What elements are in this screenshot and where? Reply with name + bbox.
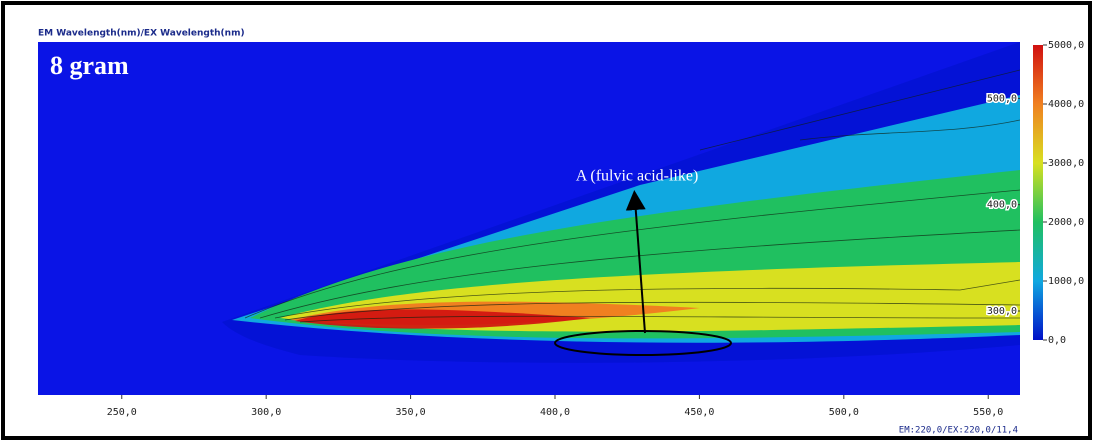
colorbar-tick-label: 5000,0	[1048, 40, 1084, 51]
axis-label: EM Wavelength(nm)/EX Wavelength(nm)	[38, 29, 245, 39]
colorbar-tick-label: 1000,0	[1048, 276, 1084, 287]
y-tick-label: 400,0	[987, 200, 1017, 211]
x-tick-label: 550,0	[973, 407, 1003, 418]
x-tick-label: 350,0	[396, 407, 426, 418]
x-tick-label: 250,0	[107, 407, 137, 418]
x-tick-label: 500,0	[829, 407, 859, 418]
x-tick-label: 300,0	[251, 407, 281, 418]
colorbar-tick-label: 4000,0	[1048, 99, 1084, 110]
x-tick-label: 400,0	[540, 407, 570, 418]
arrow	[625, 190, 646, 334]
y-tick-label: 500,0	[987, 93, 1017, 104]
x-tick-label: 450,0	[684, 407, 714, 418]
contour-field	[222, 42, 1020, 363]
colorbar-tick-label: 3000,0	[1048, 158, 1084, 169]
colorbar-tick-label: 2000,0	[1048, 217, 1084, 228]
region-ellipse	[554, 330, 732, 356]
colorbar-tick-label: 0,0	[1048, 335, 1066, 346]
contour-lines	[244, 69, 1020, 323]
contour-region	[295, 309, 590, 329]
chart-title: 8 gram	[50, 51, 129, 80]
status-text: EM:220,0/EX:220,0/11,4	[899, 426, 1018, 436]
annotation: A (fulvic acid-like)	[576, 168, 699, 185]
colorbar	[1033, 45, 1043, 340]
y-tick-label: 300,0	[987, 306, 1017, 317]
